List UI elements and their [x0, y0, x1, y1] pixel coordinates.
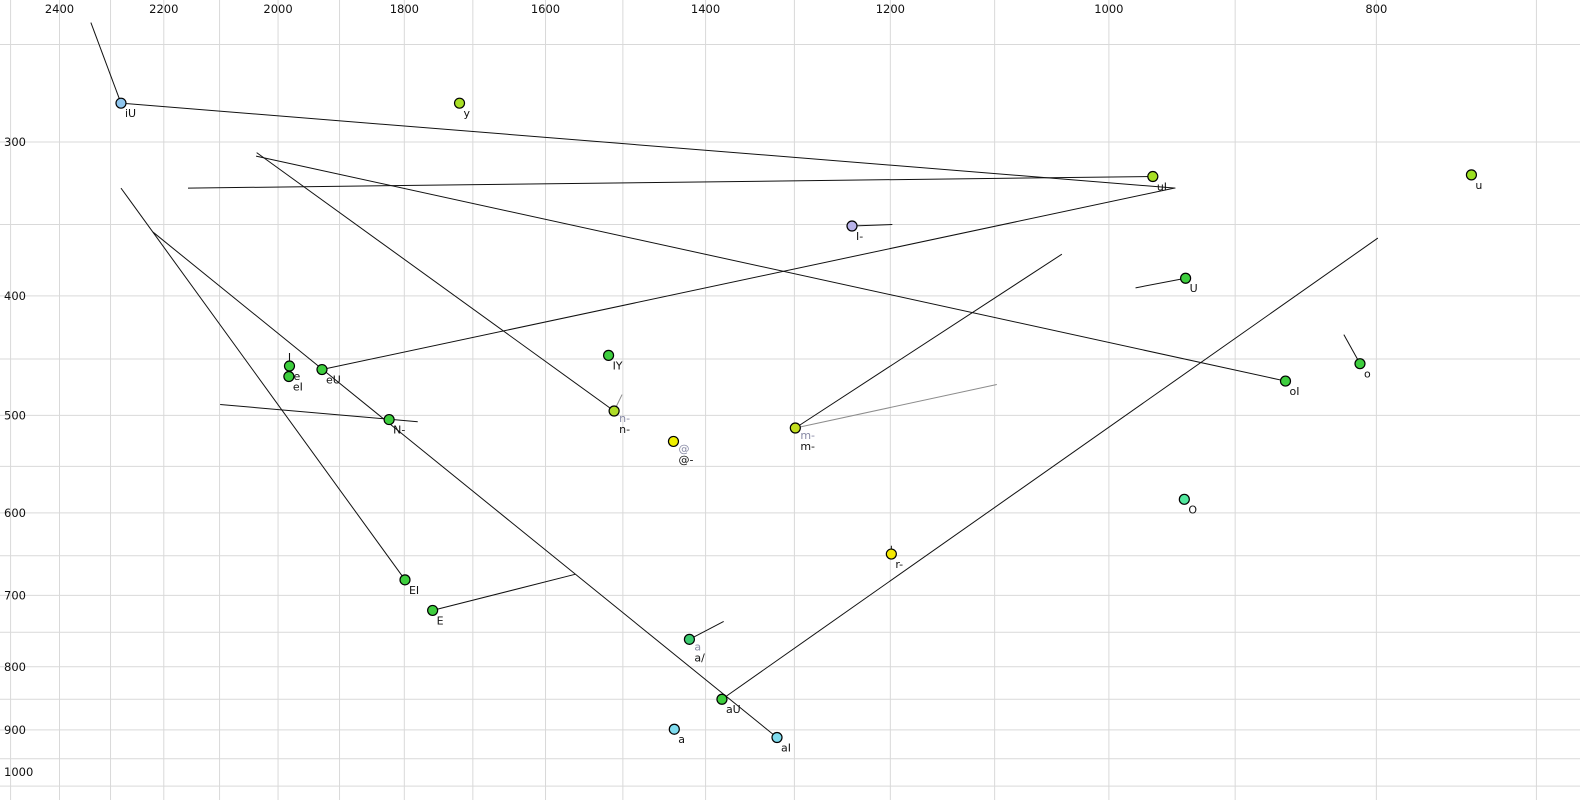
tail-a-slash-stub: [689, 621, 724, 640]
point-label-a: a: [678, 733, 685, 746]
point-o: [1354, 358, 1366, 370]
point-label-oI: oI: [1289, 385, 1299, 398]
point-label-a/: a/: [694, 651, 705, 664]
tail-U-stub: [1135, 277, 1186, 289]
tail-iU-tail: [120, 102, 1176, 189]
point-label-O: O: [1188, 503, 1197, 516]
x-tick-label-2400: 2400: [45, 2, 74, 16]
tick-label-layer: 2400 2200 2000 1800 1600 1400 1200 1000 800 300 40…: [4, 2, 1387, 779]
point-oI: [1279, 375, 1292, 387]
point-label-I-: I-: [856, 230, 863, 243]
y-tick-label-600: 600: [4, 506, 26, 520]
point-iU: [115, 97, 127, 109]
point-label-U: U: [1190, 282, 1198, 295]
x-tick-label-1400: 1400: [691, 2, 720, 16]
tail-EI-tail: [120, 187, 406, 581]
point-label-gray-@-: @: [678, 442, 689, 455]
x-tick-label-800: 800: [1365, 2, 1387, 16]
point-label-eI: eI: [293, 380, 303, 393]
point-a/: [683, 633, 696, 645]
point-n-: [608, 405, 620, 417]
x-tick-label-1600: 1600: [531, 2, 560, 16]
point-O: [1178, 493, 1190, 505]
y-tick-label-400: 400: [4, 289, 26, 303]
point-label-o: o: [1364, 368, 1371, 381]
point-label-aU: aU: [726, 703, 741, 716]
point-E: [427, 604, 439, 617]
tail-E-tail: [432, 573, 576, 611]
point-r-: [885, 548, 897, 560]
x-tick-label-1000: 1000: [1094, 2, 1123, 16]
point-label-EI: EI: [409, 584, 419, 597]
point-@-: [667, 435, 680, 448]
tail-layer: [90, 22, 1379, 738]
x-tick-label-2000: 2000: [263, 2, 292, 16]
point-aI: [771, 731, 783, 744]
point-eI: [283, 370, 295, 383]
point-label-above-e: I: [288, 351, 291, 364]
tail-n-long: [256, 152, 615, 412]
point-layer: [115, 97, 1478, 744]
point-m-: [789, 422, 801, 434]
point-I-: [846, 220, 858, 232]
tail-I--stub: [851, 223, 893, 227]
y-tick-label-1000: 1000: [4, 765, 33, 779]
point-label-n-: n-: [619, 423, 630, 436]
point-a: [668, 723, 680, 735]
y-tick-label-500: 500: [4, 408, 26, 422]
tail-m-tail-gray: [795, 383, 997, 429]
point-label-iU: iU: [125, 107, 136, 120]
point-label-@-: @-: [678, 453, 693, 466]
x-tick-label-1800: 1800: [390, 2, 419, 16]
y-tick-label-900: 900: [4, 723, 26, 737]
point-label-E: E: [437, 614, 444, 627]
point-label-eU: eU: [326, 374, 341, 387]
point-label-gray-a/: a: [694, 640, 701, 653]
point-eU: [316, 363, 328, 376]
point-IY: [602, 349, 615, 361]
point-label-r-: r-: [895, 558, 903, 571]
point-y: [453, 97, 466, 109]
x-tick-label-1200: 1200: [876, 2, 905, 16]
point-label-layer: iU yuI uI-UeIeIeUIYn-n-N-@@-m-m-oIoOr-EIEa…: [125, 107, 1482, 754]
point-label-u: u: [1475, 179, 1482, 192]
point-label-aI: aI: [781, 741, 791, 754]
point-uI: [1147, 170, 1159, 183]
y-tick-label-700: 700: [4, 588, 26, 602]
point-aU: [716, 693, 728, 705]
point-N-: [383, 413, 395, 426]
tail-oI-tail: [255, 155, 1286, 382]
point-label-e: e: [293, 370, 300, 383]
point-U: [1180, 272, 1192, 284]
point-label-gray-m-: m-: [800, 429, 815, 442]
point-label-gray-n-: n-: [619, 412, 630, 425]
tail-uI-tail: [188, 176, 1153, 189]
point-u: [1465, 169, 1478, 181]
tail-eU-tail: [321, 187, 1175, 371]
x-tick-label-2200: 2200: [149, 2, 178, 16]
tail-aI-tail: [152, 231, 778, 738]
tail-iU-onset: [90, 22, 122, 104]
y-tick-label-300: 300: [4, 135, 26, 149]
y-tick-label-800: 800: [4, 660, 26, 674]
point-label-uI: uI: [1157, 181, 1167, 194]
point-EI: [399, 574, 411, 586]
point-label-IY: IY: [613, 359, 623, 372]
point-label-y: y: [464, 107, 471, 120]
point-label-m-: m-: [800, 440, 815, 453]
tail-m-tail: [795, 253, 1063, 429]
tail-aU-tail: [721, 237, 1379, 700]
point-label-N-: N-: [393, 424, 405, 437]
